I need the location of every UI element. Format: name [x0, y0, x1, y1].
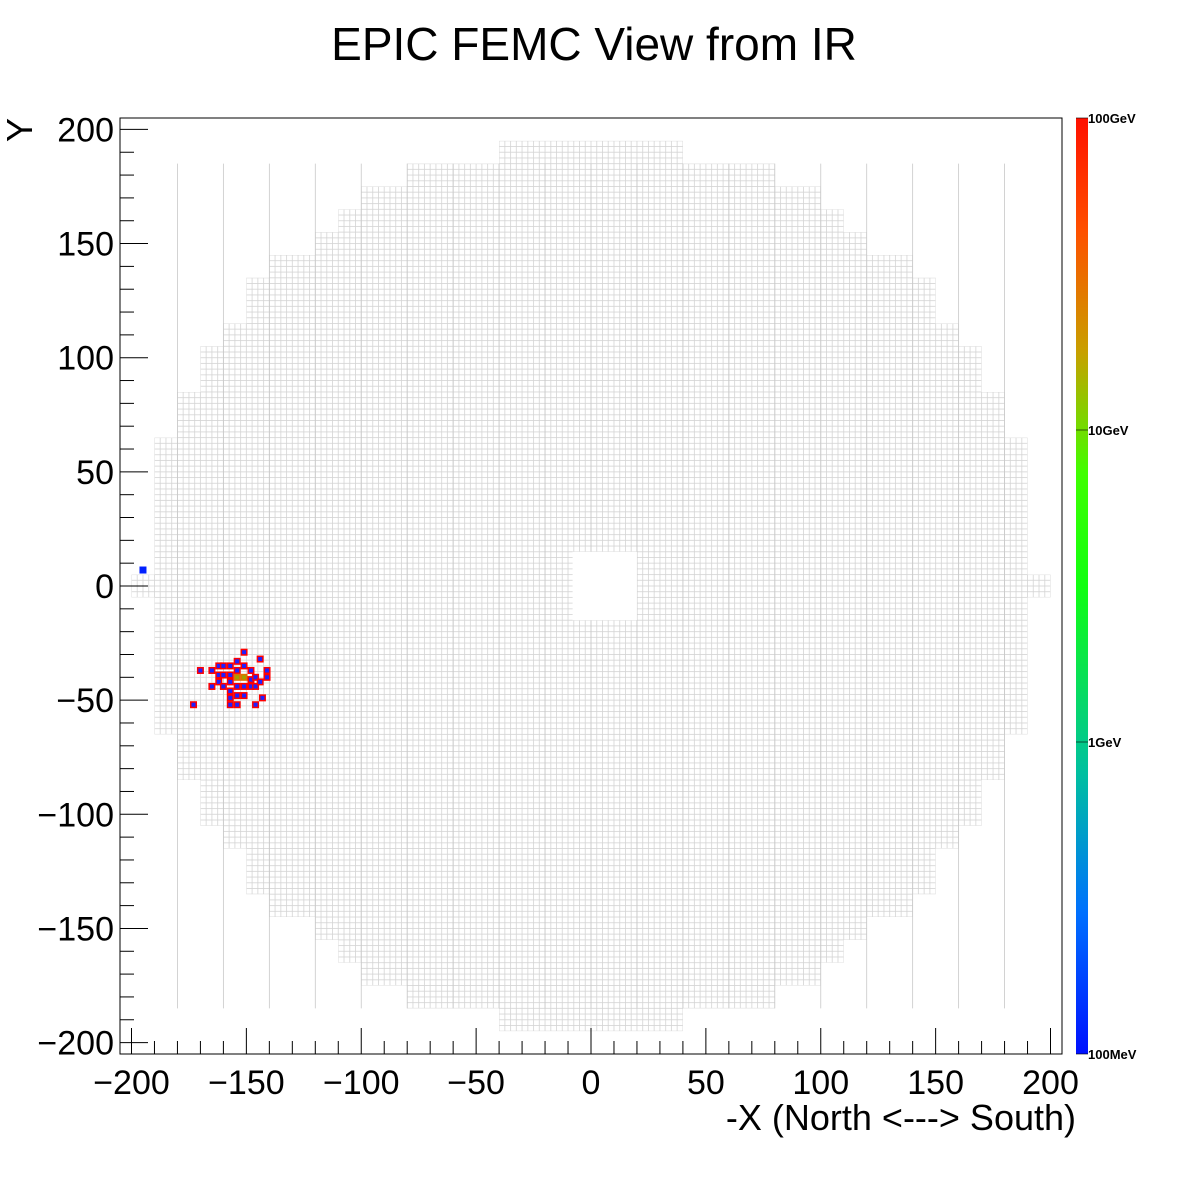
- x-tick-label: 200: [1022, 1064, 1079, 1102]
- hit-cell-core: [258, 657, 263, 662]
- x-tick-label: −200: [93, 1064, 170, 1102]
- hit-cell-core: [260, 695, 265, 700]
- hit-cell-core: [248, 677, 253, 682]
- x-tick-label: 50: [687, 1064, 725, 1102]
- colorbar-label: 1GeV: [1088, 735, 1122, 750]
- beam-pipe-hole: [572, 551, 637, 621]
- hit-cell-core: [242, 650, 247, 655]
- hit-cell-core: [265, 675, 270, 680]
- hit-cell-core: [228, 679, 233, 684]
- colorbar-labels: 100GeV 10GeV 1GeV 100MeV: [1076, 111, 1137, 1062]
- x-tick-label: 100: [792, 1064, 849, 1102]
- axes: −200 −150 −100 −50 0 50 100 150 200 −200 −150 −100 −…: [37, 111, 1078, 1102]
- colorbar-label: 100GeV: [1088, 111, 1136, 126]
- hit-cell-core: [191, 702, 196, 707]
- colorbar-label: 10GeV: [1088, 423, 1129, 438]
- hit-cell-core: [228, 663, 233, 668]
- chart-title: EPIC FEMC View from IR: [331, 18, 857, 70]
- x-axis-label: -X (North <---> South): [726, 1097, 1076, 1138]
- hit-cell-core: [228, 702, 233, 707]
- hit-cell-core: [198, 668, 203, 673]
- y-tick-label: −200: [37, 1025, 114, 1063]
- y-tick-label: 0: [95, 568, 114, 606]
- hit-cell-core: [209, 684, 214, 689]
- hit-cell-core: [209, 668, 214, 673]
- hit-cell-core: [253, 702, 258, 707]
- hit-cell-core: [248, 684, 253, 689]
- hit-cell-core: [216, 663, 221, 668]
- x-tick-label: 150: [907, 1064, 964, 1102]
- hit-cell: [139, 566, 147, 574]
- hit-cell-core: [248, 668, 253, 673]
- y-tick-label: 50: [76, 454, 114, 492]
- hit-cell-core: [242, 693, 247, 698]
- y-axis-label: Y: [0, 118, 40, 142]
- hit-cell-core: [258, 679, 263, 684]
- hit-cell-core: [221, 684, 226, 689]
- hit-cell-core: [221, 663, 226, 668]
- x-tick-label: 0: [582, 1064, 601, 1102]
- x-tick-label: −50: [447, 1064, 505, 1102]
- hit-cell-core: [216, 679, 221, 684]
- hit-cell-core: [235, 702, 240, 707]
- y-tick-label: 150: [57, 226, 114, 264]
- x-tick-label: −150: [208, 1064, 285, 1102]
- y-tick-label: −150: [37, 910, 114, 948]
- hit-cell-core: [235, 693, 240, 698]
- hit-cell-core: [242, 684, 247, 689]
- hit-cell-core: [235, 684, 240, 689]
- hit-cell-core: [228, 695, 233, 700]
- y-tick-label: −50: [56, 682, 114, 720]
- hit-cell-core: [265, 668, 270, 673]
- hit-cell-core: [235, 668, 240, 673]
- hits-layer: [139, 566, 271, 709]
- detector-cells: [131, 140, 1051, 1032]
- hit-cell-core: [235, 659, 240, 664]
- hit-cell-core: [228, 689, 233, 694]
- hit-cell-core: [242, 675, 247, 680]
- hit-cell-core: [253, 675, 258, 680]
- hit-cell-core: [216, 673, 221, 678]
- x-tick-label: −100: [323, 1064, 400, 1102]
- colorbar: [1076, 118, 1088, 1054]
- y-tick-label: 200: [57, 111, 114, 149]
- hit-cell-core: [221, 673, 226, 678]
- y-tick-label: −100: [37, 796, 114, 834]
- hit-cell-core: [242, 663, 247, 668]
- y-tick-label: 100: [57, 340, 114, 378]
- hit-cell-core: [228, 673, 233, 678]
- hit-cell-core: [235, 675, 240, 680]
- hit-cell-core: [253, 684, 258, 689]
- colorbar-label: 100MeV: [1088, 1047, 1137, 1062]
